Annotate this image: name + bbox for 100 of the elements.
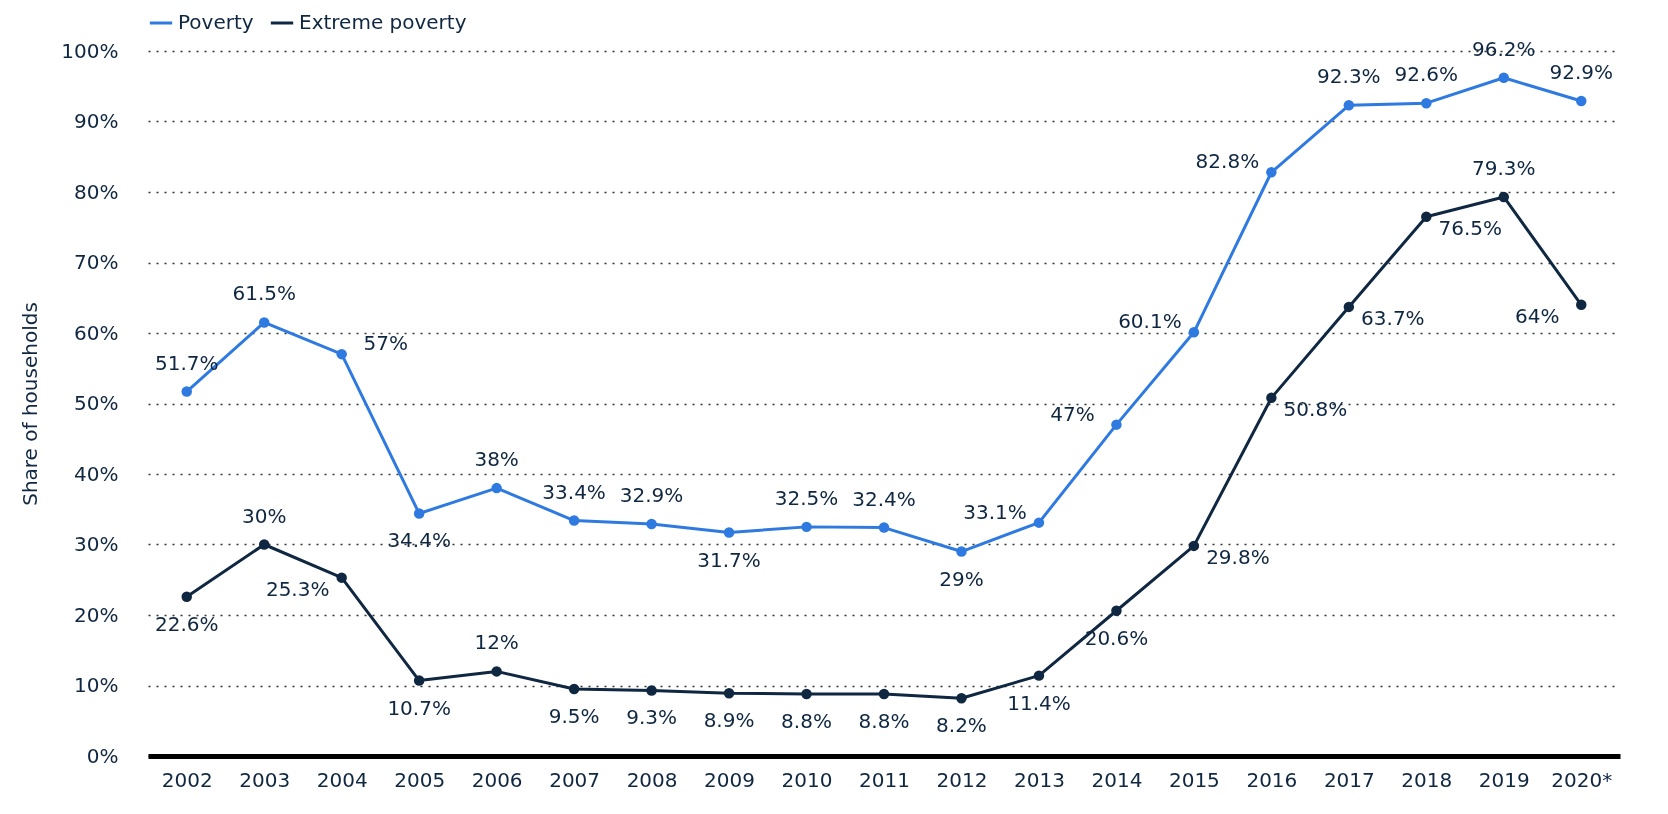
point bbox=[878, 688, 890, 700]
y-tick-label: 30% bbox=[74, 532, 119, 556]
y-tick-label: 20% bbox=[74, 602, 119, 627]
data-label: 63.7% bbox=[1361, 305, 1425, 330]
point bbox=[336, 348, 347, 360]
data-label: 32.5% bbox=[774, 485, 839, 510]
data-label: 47% bbox=[1050, 401, 1095, 426]
data-label: 92.6% bbox=[1394, 62, 1459, 87]
point bbox=[1033, 517, 1045, 528]
data-label: 79.3% bbox=[1472, 155, 1536, 180]
point bbox=[878, 522, 890, 533]
y-tick-label: 0% bbox=[86, 743, 119, 768]
point bbox=[1576, 95, 1587, 107]
point bbox=[258, 539, 270, 550]
y-tick-label: 100% bbox=[61, 38, 119, 63]
data-label: 76.5% bbox=[1438, 215, 1503, 240]
x-tick-label: 2019 bbox=[1478, 767, 1530, 792]
point bbox=[491, 482, 502, 494]
data-label: 25.3% bbox=[265, 576, 330, 601]
data-label: 61.5% bbox=[232, 281, 296, 306]
point bbox=[413, 675, 425, 686]
point bbox=[258, 317, 270, 328]
point bbox=[568, 683, 580, 695]
data-label: 20.6% bbox=[1084, 625, 1149, 650]
x-tick-label: 2007 bbox=[549, 767, 601, 792]
data-label: 10.7% bbox=[387, 695, 451, 720]
y-axis-title: Share of households bbox=[18, 302, 43, 506]
data-label: 31.7% bbox=[697, 547, 761, 572]
data-label: 8.8% bbox=[858, 708, 910, 733]
point bbox=[1266, 392, 1277, 404]
point bbox=[1266, 167, 1277, 178]
x-tick-label: 2011 bbox=[859, 767, 910, 792]
point bbox=[1111, 419, 1122, 430]
data-label: 8.2% bbox=[936, 713, 987, 738]
x-tick-label: 2006 bbox=[471, 767, 523, 792]
x-tick-label: 2004 bbox=[316, 767, 368, 792]
data-label: 9.3% bbox=[626, 705, 677, 730]
data-label: 32.4% bbox=[852, 486, 916, 511]
y-tick-label: 80% bbox=[74, 179, 119, 204]
point bbox=[723, 688, 735, 699]
x-tick-label: 2005 bbox=[394, 767, 446, 792]
y-tick-label: 90% bbox=[74, 109, 119, 133]
y-tick-label: 70% bbox=[74, 250, 119, 274]
point bbox=[1498, 191, 1510, 203]
point bbox=[1576, 299, 1587, 311]
point bbox=[1033, 670, 1045, 681]
point bbox=[1343, 301, 1355, 313]
data-label: 82.8% bbox=[1195, 149, 1260, 174]
x-tick-label: 2013 bbox=[1013, 767, 1065, 792]
y-tick-label: 10% bbox=[74, 673, 119, 697]
x-tick-label: 2015 bbox=[1168, 767, 1220, 792]
data-label: 30% bbox=[241, 503, 287, 528]
point bbox=[956, 692, 967, 704]
data-label: 12% bbox=[474, 630, 519, 655]
point bbox=[1188, 540, 1200, 552]
point bbox=[336, 572, 347, 583]
point bbox=[723, 527, 735, 538]
point bbox=[1343, 100, 1355, 111]
data-label: 57% bbox=[363, 331, 408, 356]
data-label: 11.4% bbox=[1007, 690, 1071, 715]
data-label: 8.8% bbox=[781, 708, 832, 733]
data-label: 96.2% bbox=[1472, 36, 1536, 61]
data-label: 34.4% bbox=[387, 528, 451, 553]
data-label: 50.8% bbox=[1283, 396, 1348, 421]
point bbox=[646, 685, 657, 696]
data-label: 8.9% bbox=[703, 708, 755, 733]
point bbox=[956, 546, 967, 557]
point bbox=[1498, 72, 1510, 84]
point bbox=[646, 518, 657, 530]
data-label: 60.1% bbox=[1118, 309, 1182, 334]
point bbox=[801, 521, 812, 533]
legend-label: Poverty bbox=[178, 10, 254, 34]
x-tick-label: 2002 bbox=[161, 767, 213, 792]
point bbox=[1188, 327, 1200, 338]
data-label: 22.6% bbox=[154, 611, 219, 636]
point bbox=[413, 508, 425, 519]
data-label: 33.4% bbox=[542, 479, 606, 504]
point bbox=[1421, 211, 1432, 222]
x-tick-label: 2010 bbox=[781, 767, 833, 792]
x-tick-label: 2018 bbox=[1401, 767, 1453, 792]
data-label: 32.9% bbox=[619, 483, 684, 508]
point bbox=[181, 591, 192, 602]
point bbox=[801, 688, 812, 700]
data-label: 38% bbox=[474, 447, 519, 472]
y-tick-label: 50% bbox=[74, 391, 119, 415]
data-label: 33.1% bbox=[963, 499, 1027, 524]
data-label: 92.3% bbox=[1317, 64, 1381, 89]
x-tick-label: 2012 bbox=[936, 767, 988, 792]
x-tick-label: 2014 bbox=[1091, 767, 1143, 792]
data-label: 92.9% bbox=[1549, 60, 1614, 85]
legend-label: Extreme poverty bbox=[299, 10, 467, 34]
data-label: 9.5% bbox=[548, 704, 600, 729]
x-tick-label: 2020* bbox=[1551, 767, 1613, 792]
data-label: 64% bbox=[1515, 303, 1560, 328]
data-label: 29.8% bbox=[1206, 544, 1270, 569]
x-tick-label: 2003 bbox=[239, 767, 291, 792]
point bbox=[1421, 97, 1432, 109]
x-tick-label: 2017 bbox=[1323, 767, 1375, 792]
y-tick-label: 60% bbox=[74, 320, 119, 345]
x-tick-label: 2008 bbox=[626, 767, 678, 792]
